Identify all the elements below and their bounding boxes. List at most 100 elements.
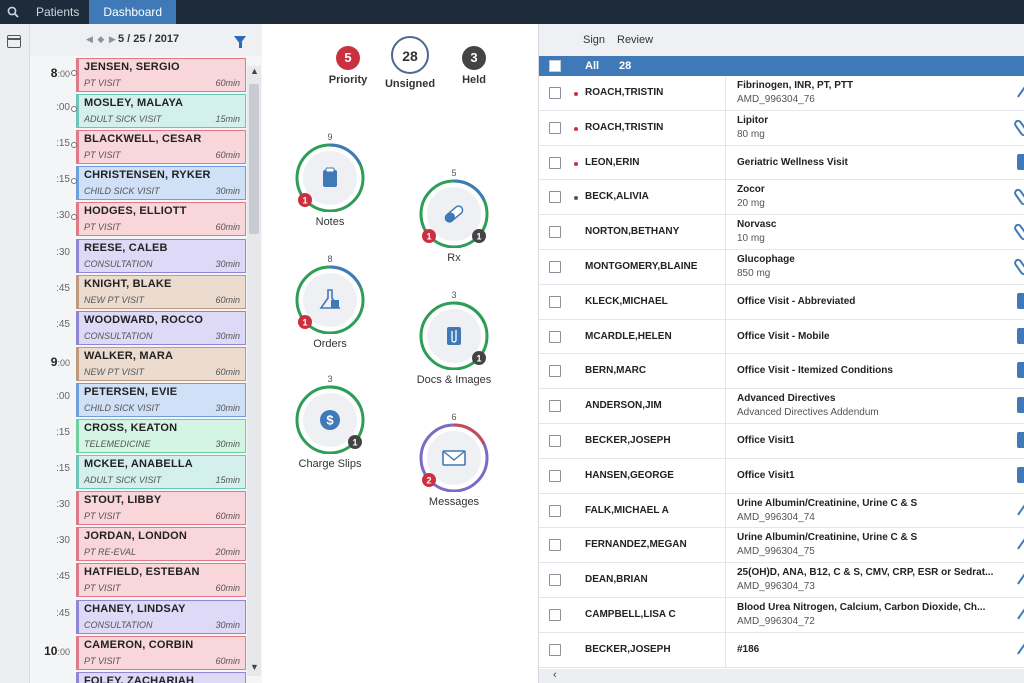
horizontal-scrollbar[interactable]: ‹: [539, 669, 1024, 683]
select-all-checkbox[interactable]: [549, 60, 561, 72]
unsigned-summary[interactable]: 28 Unsigned: [382, 36, 438, 90]
scroll-left-icon[interactable]: ‹: [553, 669, 557, 681]
tile-messages[interactable]: 6 2 Messages: [414, 412, 494, 508]
row-checkbox[interactable]: [549, 260, 561, 273]
appointment-block[interactable]: WOODWARD, ROCCO CONSULTATION 30min: [76, 310, 246, 345]
filter-icon[interactable]: [234, 36, 246, 48]
row-patient-name: ROACH,TRISTIN: [585, 87, 664, 98]
review-row[interactable]: NORTON,BETHANY Norvasc 10 mg: [539, 215, 1024, 250]
appointment-block[interactable]: KNIGHT, BLAKE NEW PT VISIT 60min: [76, 274, 246, 309]
appointment-block[interactable]: JENSEN, SERGIO PT VISIT 60min: [76, 58, 246, 92]
row-checkbox[interactable]: [549, 156, 561, 169]
pen-icon[interactable]: [1017, 638, 1024, 662]
tile-docs[interactable]: 3 1 Docs & Images: [414, 290, 494, 386]
clipboard-action-icon[interactable]: [1017, 397, 1024, 414]
pill-action-icon[interactable]: [1012, 257, 1024, 277]
review-row[interactable]: BECKER,JOSEPH Office Visit1: [539, 423, 1024, 459]
scroll-down-icon[interactable]: ▼: [250, 662, 259, 672]
row-checkbox[interactable]: [549, 400, 561, 413]
row-checkbox[interactable]: [549, 191, 561, 204]
column-divider: [725, 563, 726, 597]
clipboard-action-icon[interactable]: [1017, 466, 1024, 483]
calendar-icon[interactable]: [7, 35, 21, 48]
pill-icon: [444, 205, 464, 223]
clipboard-action-icon[interactable]: [1017, 431, 1024, 448]
review-row[interactable]: ROACH,TRISTIN Lipitor 80 mg: [539, 110, 1024, 146]
row-checkbox[interactable]: [549, 574, 561, 587]
pen-icon[interactable]: [1017, 533, 1024, 557]
tile-rx[interactable]: 5 1 1 Rx: [414, 168, 494, 264]
review-row[interactable]: FERNANDEZ,MEGAN Urine Albumin/Creatinine,…: [539, 528, 1024, 564]
appointment-block[interactable]: WALKER, MARA NEW PT VISIT 60min: [76, 346, 246, 381]
appointment-block[interactable]: CROSS, KEATON TELEMEDICINE 30min: [76, 419, 246, 453]
appointment-block[interactable]: MOSLEY, MALAYA ADULT SICK VISIT 15min: [76, 94, 246, 129]
review-row[interactable]: MONTGOMERY,BLAINE Glucophage 850 mg: [539, 249, 1024, 285]
clipboard-action-icon[interactable]: [1017, 327, 1024, 344]
row-checkbox[interactable]: [549, 608, 561, 621]
tile-orders[interactable]: 8 1 Orders: [290, 254, 370, 350]
clipboard-action-icon[interactable]: [1017, 153, 1024, 170]
pill-action-icon[interactable]: [1012, 118, 1024, 138]
review-button[interactable]: Review: [617, 34, 654, 46]
row-checkbox[interactable]: [549, 365, 561, 378]
pen-icon[interactable]: [1017, 81, 1024, 105]
pen-icon[interactable]: [1017, 603, 1024, 627]
tile-notes[interactable]: 9 1 Notes: [290, 132, 370, 228]
row-checkbox[interactable]: [549, 469, 561, 482]
review-row[interactable]: FALK,MICHAEL A Urine Albumin/Creatinine, …: [539, 493, 1024, 529]
appointment-block[interactable]: PETERSEN, EVIE CHILD SICK VISIT 30min: [76, 382, 246, 417]
review-row[interactable]: BECK,ALIVIA Zocor 20 mg: [539, 180, 1024, 216]
appointment-duration: 20min: [215, 547, 240, 558]
row-checkbox[interactable]: [549, 434, 561, 447]
appointment-block[interactable]: JORDAN, LONDON PT RE-EVAL 20min: [76, 527, 246, 562]
row-checkbox[interactable]: [549, 504, 561, 517]
review-row[interactable]: CAMPBELL,LISA C Blood Urea Nitrogen, Calc…: [539, 597, 1024, 633]
appointment-block[interactable]: CAMERON, CORBIN PT VISIT 60min: [76, 635, 246, 670]
row-checkbox[interactable]: [549, 295, 561, 308]
row-checkbox[interactable]: [549, 643, 561, 656]
schedule-date[interactable]: 5 / 25 / 2017: [118, 33, 180, 45]
pen-icon[interactable]: [1017, 499, 1024, 522]
review-row[interactable]: LEON,ERIN Geriatric Wellness Visit: [539, 145, 1024, 181]
scroll-thumb[interactable]: [249, 84, 259, 234]
held-summary[interactable]: 3 Held: [446, 46, 502, 86]
schedule-scrollbar[interactable]: ▲ ▼: [247, 66, 261, 676]
appointment-block[interactable]: FOLEY, ZACHARIAH: [76, 671, 246, 683]
review-row[interactable]: BECKER,JOSEPH #186: [539, 632, 1024, 668]
clipboard-action-icon[interactable]: [1017, 292, 1024, 309]
appointment-block[interactable]: CHANEY, LINDSAY CONSULTATION 30min: [76, 599, 246, 634]
scroll-up-icon[interactable]: ▲: [250, 66, 259, 76]
tab-dashboard[interactable]: Dashboard: [89, 0, 177, 24]
appointment-block[interactable]: STOUT, LIBBY PT VISIT 60min: [76, 491, 246, 526]
tile-charge[interactable]: 3 $1 Charge Slips: [290, 374, 370, 470]
priority-summary[interactable]: 5 Priority: [320, 46, 376, 86]
appointment-block[interactable]: BLACKWELL, CESAR PT VISIT 60min: [76, 130, 246, 165]
search-icon[interactable]: [0, 0, 26, 24]
appointment-block[interactable]: HODGES, ELLIOTT PT VISIT 60min: [76, 202, 246, 237]
row-checkbox[interactable]: [549, 121, 561, 134]
row-patient-name: ROACH,TRISTIN: [585, 121, 664, 133]
review-row[interactable]: HANSEN,GEORGE Office Visit1: [539, 458, 1024, 494]
appointment-block[interactable]: CHRISTENSEN, RYKER CHILD SICK VISIT 30min: [76, 166, 246, 201]
date-nav-arrows-icon[interactable]: ◀ ◆ ▶: [86, 34, 117, 44]
pill-action-icon[interactable]: [1012, 222, 1024, 242]
row-checkbox[interactable]: [549, 226, 561, 239]
tab-patients[interactable]: Patients: [36, 5, 80, 19]
appointment-type: CHILD SICK VISIT: [84, 186, 160, 197]
appointment-block[interactable]: MCKEE, ANABELLA ADULT SICK VISIT 15min: [76, 455, 246, 490]
review-row[interactable]: MCARDLE,HELEN Office Visit - Mobile: [539, 319, 1024, 355]
review-row[interactable]: BERN,MARC Office Visit - Itemized Conditi…: [539, 354, 1024, 390]
review-row[interactable]: ANDERSON,JIM Advanced Directives Advanced …: [539, 389, 1024, 424]
review-row[interactable]: KLECK,MICHAEL Office Visit - Abbreviated: [539, 284, 1024, 320]
sign-button[interactable]: Sign: [583, 34, 606, 46]
row-checkbox[interactable]: [549, 87, 561, 99]
pill-action-icon[interactable]: [1012, 187, 1024, 208]
row-checkbox[interactable]: [549, 330, 561, 343]
pen-icon[interactable]: [1017, 568, 1024, 592]
appointment-block[interactable]: HATFIELD, ESTEBAN PT VISIT 60min: [76, 563, 246, 598]
appointment-block[interactable]: REESE, CALEB CONSULTATION 30min: [76, 238, 246, 273]
review-row[interactable]: DEAN,BRIAN 25(OH)D, ANA, B12, C & S, CMV,…: [539, 563, 1024, 598]
review-row[interactable]: ROACH,TRISTIN Fibrinogen, INR, PT, PTT AMD…: [539, 76, 1024, 111]
row-checkbox[interactable]: [549, 539, 561, 552]
clipboard-action-icon[interactable]: [1017, 362, 1024, 379]
